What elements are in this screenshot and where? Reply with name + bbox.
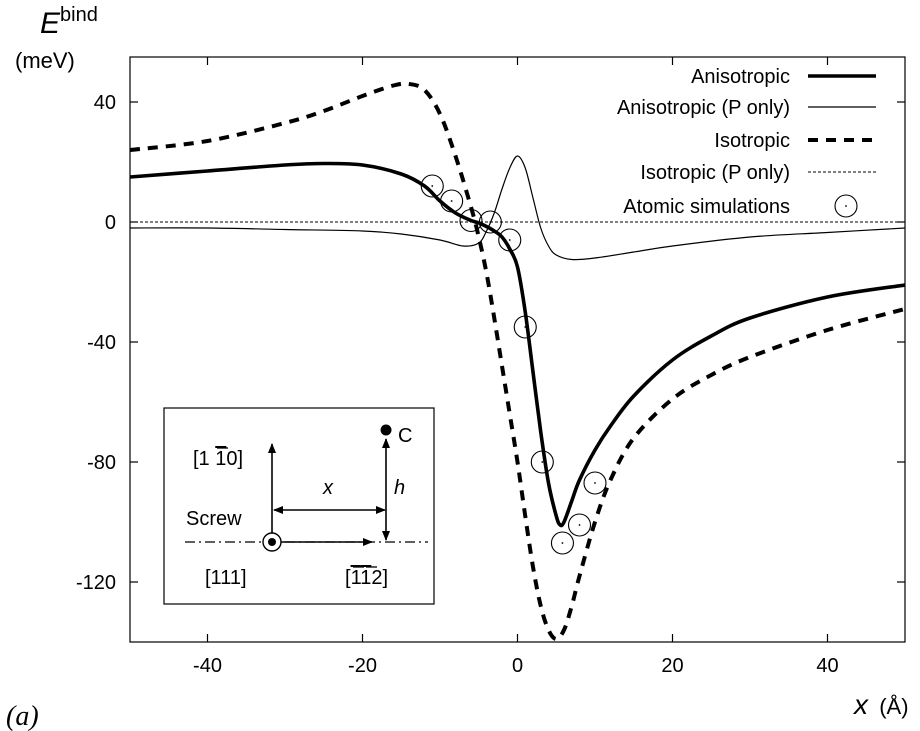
y-axis-title-main: E [40, 7, 61, 40]
inset-screw-symbol-dot [268, 538, 276, 546]
dir-horizontal-bar2: 1 [360, 567, 371, 589]
sim-point-4 [498, 228, 522, 252]
dir-vertical-bar: 1 [215, 448, 226, 470]
sim-point-center-3 [489, 221, 492, 223]
legend-label-2: Isotropic [714, 130, 790, 152]
dir-horizontal-bar1: 1 [351, 567, 362, 589]
legend-label-1: Anisotropic (P only) [617, 97, 790, 119]
inset-label-horizontal-direction: [112] [345, 567, 388, 589]
legend: Anisotropic Anisotropic (P only) Isotropic… [617, 66, 876, 218]
x-tick-label-1: -20 [348, 655, 377, 677]
series-layer [130, 81, 905, 642]
dir-vertical-end: 0] [226, 448, 243, 470]
sim-point-center-7 [561, 542, 564, 544]
sim-point-1 [440, 189, 464, 213]
y-tick-label-3: -80 [87, 452, 116, 474]
x-tick-label-2: 0 [512, 655, 523, 677]
x-axis-title-unit: (Å) [879, 694, 908, 719]
x-axis-title-var: x [852, 689, 869, 720]
sim-point-9 [583, 471, 607, 495]
y-tick-label-2: -40 [87, 332, 116, 354]
sim-point-6 [530, 450, 554, 474]
inset-label-x: x [322, 477, 334, 499]
legend-label-4: Atomic simulations [623, 196, 790, 218]
dir-horizontal-end: 2] [371, 567, 388, 589]
inset-label-line-direction: [111] [205, 567, 247, 589]
x-tick-label-3: 20 [661, 655, 683, 677]
sim-point-8 [567, 513, 592, 537]
inset-label-screw: Screw [186, 508, 242, 530]
x-tick-label-0: -40 [193, 655, 222, 677]
sim-point-7 [550, 531, 575, 555]
series-line-2 [130, 81, 905, 642]
sim-point-3 [478, 210, 502, 234]
y-axis-unit: (meV) [15, 48, 75, 73]
sim-point-center-1 [450, 200, 453, 202]
inset-label-h: h [394, 477, 405, 499]
legend-label-3: Isotropic (P only) [640, 162, 790, 184]
y-axis-title-sup: bind [60, 4, 98, 26]
inset-diagram: C x h Screw [1 10] [111] [112] [163, 407, 435, 605]
x-axis-ticks: -40 -20 0 20 40 [193, 57, 839, 677]
y-tick-label-0: 40 [94, 92, 116, 114]
legend-label-0: Anisotropic [691, 66, 790, 88]
sim-point-0 [420, 174, 444, 198]
dir-horizontal-open: [ [345, 567, 351, 589]
legend-swatch-4 [834, 194, 858, 218]
x-axis-title: x (Å) [852, 689, 909, 720]
series-line-1 [130, 155, 905, 261]
panel-label: (a) [6, 701, 39, 731]
sim-point-center-4 [508, 239, 511, 241]
sim-point-center-8 [578, 524, 581, 526]
legend-swatch-dot-4 [845, 205, 847, 207]
y-tick-label-1: 0 [105, 212, 116, 234]
x-tick-label-4: 40 [816, 655, 838, 677]
dir-vertical-base: [1 [193, 448, 215, 470]
sim-point-center-0 [431, 185, 434, 187]
y-tick-label-4: -120 [76, 572, 116, 594]
inset-carbon-atom [380, 424, 392, 436]
y-axis-title: Ebind [40, 4, 98, 40]
sim-point-center-9 [594, 482, 596, 484]
sim-point-center-5 [524, 326, 527, 328]
sim-point-2 [459, 208, 483, 233]
series-line-0 [130, 161, 905, 528]
sim-point-center-6 [541, 461, 544, 463]
inset-label-vertical-direction: [1 10] [193, 448, 243, 470]
inset-label-c: C [398, 425, 412, 447]
sim-point-center-2 [470, 219, 472, 222]
sim-point-5 [513, 315, 537, 339]
